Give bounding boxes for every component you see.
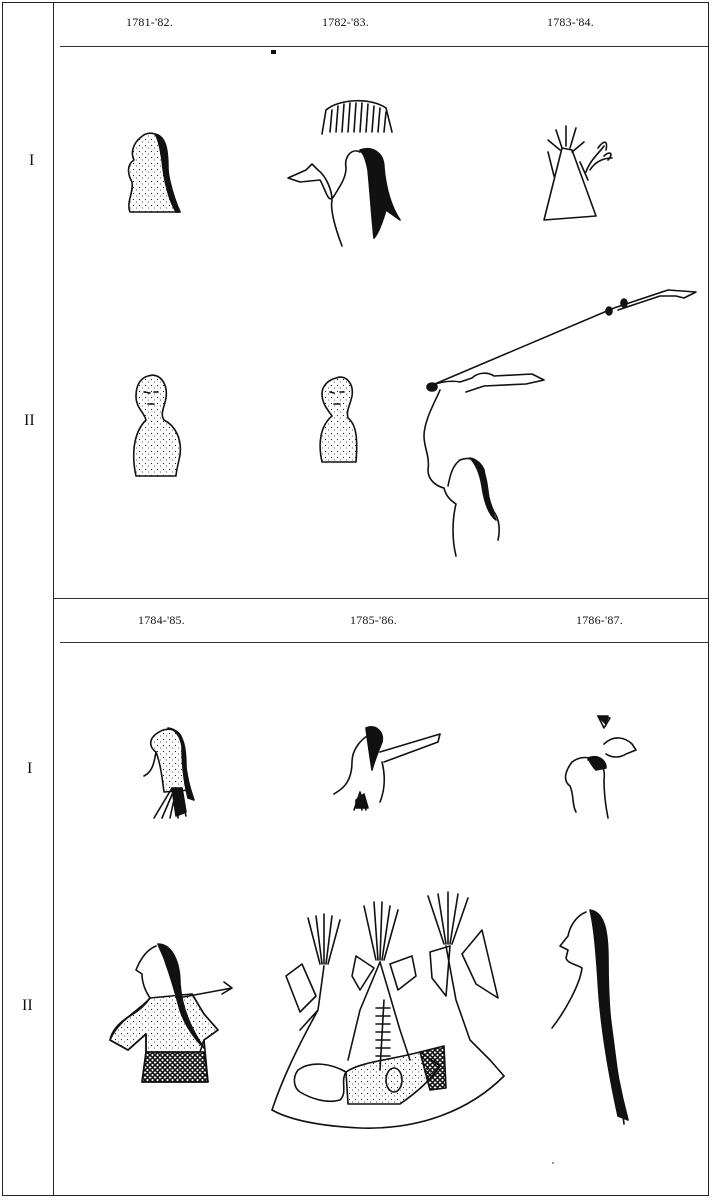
bottom-header-rule (60, 642, 708, 643)
figure-1782-row2-dotted-bust (319, 376, 358, 463)
left-margin-rule (53, 2, 54, 1196)
ink-dot (552, 1162, 554, 1164)
figure-1786-row2-long-hair (551, 909, 629, 1125)
figure-1781-row2-dotted-bust (132, 374, 182, 477)
section-divider-rule (53, 598, 708, 599)
ink-mark (271, 50, 276, 54)
top-header-rule (60, 46, 708, 47)
figure-1785-row2-tipis (271, 891, 505, 1129)
figure-1783-row1-tipi (543, 125, 613, 221)
year-header-1786: 1786-'87. (576, 613, 623, 627)
row-label-II-top: II (24, 412, 35, 429)
row-label-II-bottom: II (22, 997, 33, 1014)
figure-1784-row1-woman (143, 727, 195, 819)
figure-1784-row2-woman-arrow (109, 943, 233, 1083)
year-header-1782: 1782-'83. (322, 15, 369, 29)
figure-1785-row1-lance-figure (333, 726, 441, 811)
year-header-1783: 1783-'84. (547, 15, 594, 29)
figure-1783-row2-pipe-smoker (423, 289, 697, 557)
year-header-1784: 1784-'85. (138, 613, 185, 627)
figure-1786-row1-bird-figure (564, 715, 637, 819)
figure-1782-row1-headdress-man (287, 99, 401, 247)
year-header-1781: 1781-'82. (126, 15, 173, 29)
row-label-I-top: I (29, 152, 35, 169)
year-header-1785: 1785-'86. (350, 613, 397, 627)
row-label-I-bottom: I (27, 760, 33, 777)
figure-1781-row1-dotted-bust (127, 132, 181, 213)
